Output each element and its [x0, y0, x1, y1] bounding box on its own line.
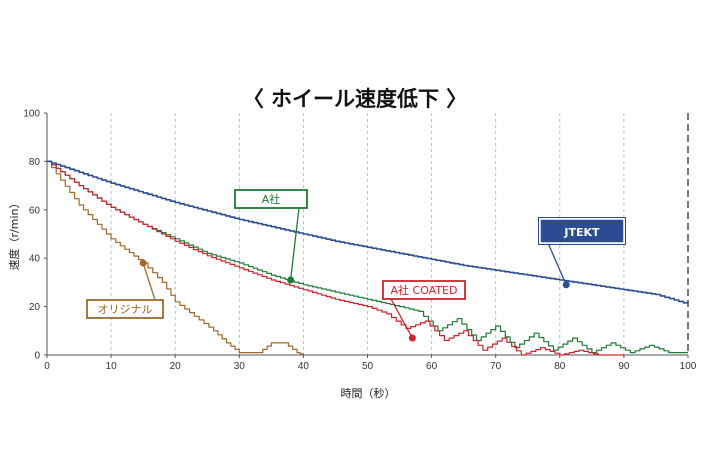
annotation-marker-0	[287, 276, 295, 284]
annotation-leader-2	[390, 298, 413, 339]
x-tick-label: 10	[106, 361, 118, 372]
x-tick-label: 0	[44, 361, 50, 372]
x-tick-label: 40	[298, 361, 310, 372]
y-tick-label: 40	[29, 254, 41, 265]
annotation-label-2: A社 COATED	[391, 283, 458, 297]
y-tick-label: 20	[29, 302, 41, 313]
annotation-layer: A社 JTEKT A社 COATED オリジナル	[86, 189, 626, 342]
x-tick-label: 90	[618, 361, 630, 372]
y-tick-label: 60	[29, 205, 41, 216]
series-line-0	[47, 160, 689, 305]
x-tick-label: 20	[170, 361, 182, 372]
y-tick-label: 0	[34, 351, 40, 362]
annotation-leader-1	[547, 242, 567, 286]
y-tick-label: 100	[23, 109, 40, 120]
x-tick-label: 80	[554, 361, 566, 372]
annotation-marker-1	[562, 281, 570, 289]
x-tick-label: 100	[680, 361, 697, 372]
x-tick-label: 60	[426, 361, 438, 372]
series-line-3	[47, 160, 304, 355]
chart-title: 〈 ホイール速度低下 〉	[243, 87, 468, 111]
annotation-box-outline-1	[538, 217, 626, 245]
x-tick-label: 50	[362, 361, 374, 372]
annotation-leader-3	[142, 262, 156, 301]
axis-layer: 0 10 20 30 40 50 60 70 80 90 100 0 20 40 60 80 100	[23, 109, 696, 373]
annotation-leader-0	[289, 207, 300, 281]
series-line-2	[47, 160, 624, 356]
annotation-box-1	[539, 218, 625, 244]
annotation-box-0	[234, 189, 308, 209]
y-tick-label: 80	[29, 157, 41, 168]
series-layer	[47, 160, 689, 356]
x-tick-label: 70	[490, 361, 502, 372]
annotation-label-3: オリジナル	[98, 303, 153, 316]
annotation-marker-3	[139, 259, 147, 267]
annotation-label-1: JTEKT	[563, 226, 600, 239]
x-axis-title: 時間（秒）	[341, 386, 396, 400]
annotation-box-3	[86, 299, 164, 319]
y-axis-title: 速度（r/min）	[7, 198, 21, 271]
annotation-label-0: A社	[262, 192, 281, 206]
annotation-box-2	[382, 280, 466, 300]
x-tick-label: 30	[234, 361, 246, 372]
annotation-marker-2	[408, 334, 416, 342]
